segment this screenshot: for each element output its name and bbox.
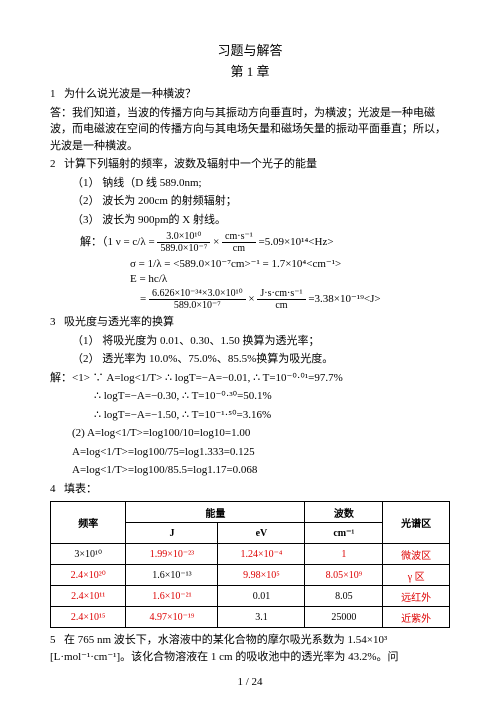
q1-question: 1为什么说光波是一种横波？ <box>50 86 450 103</box>
sub-cm: cm⁻¹ <box>305 523 383 544</box>
solution2-line1: 解：（1 ν = c/λ = 3.0×10¹⁰589.0×10⁻⁷ × cm·s… <box>80 231 450 254</box>
q3-opt2: （2） 透光率为 10.0%、75.0%、85.5%换算为吸光度。 <box>50 351 450 368</box>
table-cell: 8.05×10⁹ <box>305 565 383 586</box>
q2-opt2: （2） 波长为 200cm 的射频辐射； <box>50 193 450 210</box>
table-cell: 4.97×10⁻¹⁹ <box>126 607 218 628</box>
chapter-title: 第 1 章 <box>50 61 450 80</box>
table-cell: 1 <box>305 544 383 565</box>
s3-l2: ∴ logT=−A=−0.30, ∴ T=10⁻⁰·³⁰=50.1% <box>50 388 450 405</box>
table-cell: 9.98×10⁵ <box>218 565 305 586</box>
solution2-line3: E = hc/λ <box>50 273 450 285</box>
solution2-line4: = 6.626×10⁻³⁴×3.0×10¹⁰589.0×10⁻⁷ × J·s·c… <box>80 288 450 311</box>
q3-stem-text: 吸光度与透光率的换算 <box>64 316 174 328</box>
table-cell: 25000 <box>305 607 383 628</box>
q2-opt3: （3） 波长为 900pm的 X 射线。 <box>50 212 450 229</box>
solution2-line2: σ = 1/λ = <589.0×10⁻⁷cm>⁻¹ = 1.7×10⁴<cm⁻… <box>50 257 450 270</box>
q2-stem-text: 计算下列辐射的频率，波数及辐射中一个光子的能量 <box>64 158 317 170</box>
table-header-row: 频率 能量 波数 光谱区 <box>51 502 450 523</box>
table-cell: 2.4×10²⁰ <box>51 565 126 586</box>
table-row: 2.4×10²⁰1.6×10⁻¹³9.98×10⁵8.05×10⁹γ 区 <box>51 565 450 586</box>
col-freq: 频率 <box>51 502 126 544</box>
doc-title: 习题与解答 <box>50 40 450 59</box>
s3-l5: A=log<1/T>=log100/75=log1.333=0.125 <box>50 444 450 461</box>
table-cell: 3.1 <box>218 607 305 628</box>
q1-answer-text: 我们知道，当波的传播方向与其振动方向垂直时，为横波；光波是一种电磁波，而电磁波在… <box>50 107 446 152</box>
table-cell: 1.6×10⁻²¹ <box>126 586 218 607</box>
q3-stem: 3吸光度与透光率的换算 <box>50 314 450 331</box>
table-row: 2.4×10¹⁵4.97×10⁻¹⁹3.125000近紫外 <box>51 607 450 628</box>
table-cell: 2.4×10¹⁵ <box>51 607 126 628</box>
page-number: 1 / 24 <box>0 676 500 688</box>
q5-text: 在 765 nm 波长下，水溶液中的某化合物的摩尔吸光系数为 1.54×10³ … <box>50 634 398 663</box>
table-cell: 0.01 <box>218 586 305 607</box>
table-cell: 1.24×10⁻⁴ <box>218 544 305 565</box>
table-cell: 近紫外 <box>383 607 450 628</box>
spectrum-table: 频率 能量 波数 光谱区 J eV cm⁻¹ 3×10¹⁰1.99×10⁻²³1… <box>50 501 450 628</box>
q4-stem: 4填表： <box>50 481 450 498</box>
table-cell: 远红外 <box>383 586 450 607</box>
q2-stem: 2计算下列辐射的频率，波数及辐射中一个光子的能量 <box>50 156 450 173</box>
s3-l1: 解：<1> ∵ A=log<1/T> ∴ logT=−A=−0.01, ∴ T=… <box>50 370 450 387</box>
table-row: 2.4×10¹¹1.6×10⁻²¹0.018.05远红外 <box>51 586 450 607</box>
col-energy: 能量 <box>126 502 305 523</box>
q1-answer: 答：我们知道，当波的传播方向与其振动方向垂直时，为横波；光波是一种电磁波，而电磁… <box>50 105 450 155</box>
table-cell: γ 区 <box>383 565 450 586</box>
sub-j: J <box>126 523 218 544</box>
table-cell: 2.4×10¹¹ <box>51 586 126 607</box>
table-row: 3×10¹⁰1.99×10⁻²³1.24×10⁻⁴1微波区 <box>51 544 450 565</box>
s3-l4: (2) A=log<1/T>=log100/10=log10=1.00 <box>50 425 450 442</box>
q3-opt1: （1） 将吸光度为 0.01、0.30、1.50 换算为透光率； <box>50 333 450 350</box>
table-cell: 3×10¹⁰ <box>51 544 126 565</box>
q2-opt1: （1） 钠线（D 线 589.0nm; <box>50 175 450 192</box>
col-wavenum: 波数 <box>305 502 383 523</box>
table-cell: 8.05 <box>305 586 383 607</box>
s3-l6: A=log<1/T>=log100/85.5=log1.17=0.068 <box>50 462 450 479</box>
q5-stem: 5在 765 nm 波长下，水溶液中的某化合物的摩尔吸光系数为 1.54×10³… <box>50 632 450 665</box>
q1-text: 为什么说光波是一种横波？ <box>64 88 196 100</box>
col-region: 光谱区 <box>383 502 450 544</box>
table-cell: 1.99×10⁻²³ <box>126 544 218 565</box>
sub-ev: eV <box>218 523 305 544</box>
table-cell: 1.6×10⁻¹³ <box>126 565 218 586</box>
table-cell: 微波区 <box>383 544 450 565</box>
s3-l3: ∴ logT=−A=−1.50, ∴ T=10⁻¹·⁵⁰=3.16% <box>50 407 450 424</box>
